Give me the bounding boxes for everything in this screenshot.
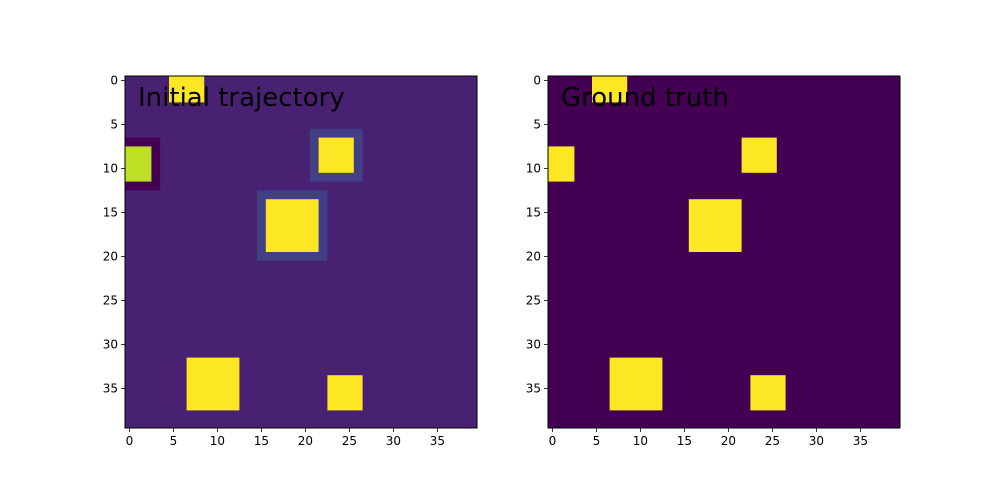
heatmap-cell: [169, 76, 205, 103]
heatmap-initial-trajectory: 0 5 10 15 20 25 30 35 0 5 10 15 20 25 30 35 Initial traj…: [103, 73, 478, 448]
x-tick-label: 20: [298, 434, 313, 448]
y-tick-label: 35: [526, 381, 541, 395]
heatmap-cell: [125, 146, 152, 182]
heatmap-cell: [609, 357, 663, 411]
axes-frame: [124, 75, 478, 429]
x-tick-label: 15: [677, 434, 692, 448]
x-tick-label: 0: [126, 434, 134, 448]
heatmap-ground-truth: 0 5 10 15 20 25 30 35 0 5 10 15 20 25 30 35 Ground truth: [526, 73, 901, 448]
x-tick-label: 5: [170, 434, 178, 448]
chart-title: Ground truth: [561, 83, 729, 113]
y-tick-label: 20: [103, 249, 118, 263]
heatmap-cell: [688, 199, 742, 252]
x-tick-label: 10: [210, 434, 225, 448]
x-tick-label: 15: [254, 434, 269, 448]
x-tick-label: 35: [430, 434, 445, 448]
heatmap-cell: [750, 375, 786, 411]
heatmap-cell: [592, 76, 628, 103]
y-tick-label: 25: [103, 293, 118, 307]
heatmap-cell: [327, 375, 363, 411]
x-tick-label: 25: [342, 434, 357, 448]
y-tick-label: 30: [103, 337, 118, 351]
y-tick-label: 25: [526, 293, 541, 307]
y-tick-label: 35: [103, 381, 118, 395]
y-tick-label: 30: [526, 337, 541, 351]
heatmap-cell: [318, 137, 354, 173]
heatmap-cell: [186, 357, 240, 411]
x-tick-label: 30: [386, 434, 401, 448]
y-tick-label: 0: [110, 73, 118, 87]
x-tick-label: 0: [549, 434, 557, 448]
y-tick-label: 15: [103, 205, 118, 219]
y-tick-label: 5: [533, 117, 541, 131]
chart-title: Initial trajectory: [138, 83, 345, 113]
x-tick-label: 10: [633, 434, 648, 448]
x-tick-label: 35: [853, 434, 868, 448]
x-tick-label: 20: [721, 434, 736, 448]
axes-frame: [547, 75, 901, 429]
y-tick-label: 10: [526, 161, 541, 175]
y-tick-label: 20: [526, 249, 541, 263]
y-tick-label: 0: [533, 73, 541, 87]
heatmap-cell: [265, 199, 319, 252]
x-tick-label: 25: [765, 434, 780, 448]
heatmap-cell: [741, 137, 777, 173]
y-tick-label: 10: [103, 161, 118, 175]
heatmap-cell: [548, 146, 575, 182]
y-tick-label: 5: [110, 117, 118, 131]
x-tick-label: 30: [809, 434, 824, 448]
y-tick-label: 15: [526, 205, 541, 219]
x-tick-label: 5: [593, 434, 601, 448]
